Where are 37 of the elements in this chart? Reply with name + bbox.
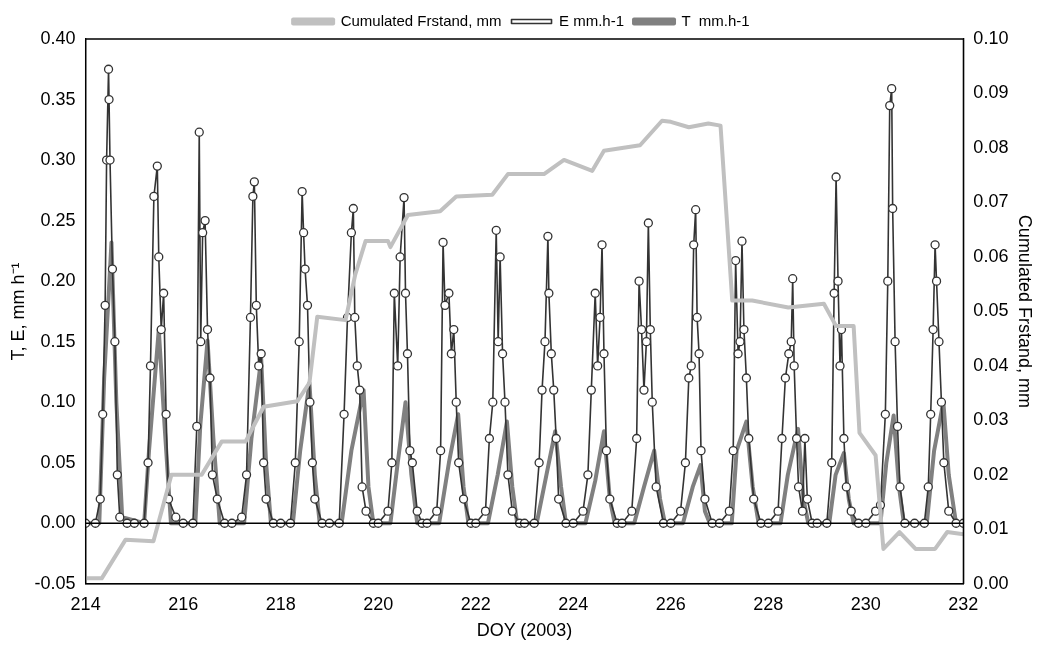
y-tick-label: 0.00 bbox=[40, 512, 76, 533]
y2-tick-label: 0.10 bbox=[973, 27, 1009, 48]
y2-tick-label: 0.06 bbox=[973, 245, 1009, 266]
y2-tick-label: 0.01 bbox=[973, 518, 1009, 539]
y-tick-label: 0.30 bbox=[40, 149, 76, 170]
y-tick-label: 0.15 bbox=[40, 330, 76, 351]
x-tick-label: 226 bbox=[655, 593, 686, 614]
x-tick-label: 232 bbox=[948, 593, 979, 614]
x-tick-label: 216 bbox=[168, 593, 199, 614]
y-tick-label: 0.20 bbox=[40, 270, 76, 291]
legend-label: E mm.h-1 bbox=[559, 11, 625, 29]
x-tick-label: 224 bbox=[558, 593, 589, 614]
y2-tick-label: 0.00 bbox=[973, 572, 1009, 593]
x-tick-label: 218 bbox=[265, 593, 296, 614]
y2-tick-label: 0.04 bbox=[973, 354, 1009, 375]
x-axis-title: DOY (2003) bbox=[476, 620, 573, 641]
y-axis-title: T, E, mm h⁻¹ bbox=[7, 262, 28, 361]
x-tick-label: 222 bbox=[460, 593, 491, 614]
x-tick-label: 228 bbox=[753, 593, 784, 614]
y2-tick-label: 0.08 bbox=[973, 136, 1009, 157]
y2-tick-label: 0.07 bbox=[973, 191, 1009, 212]
y-tick-label: 0.35 bbox=[40, 88, 76, 109]
x-tick-label: 220 bbox=[363, 593, 394, 614]
x-tick-label: 214 bbox=[70, 593, 101, 614]
legend-label: T mm.h-1 bbox=[681, 11, 750, 29]
y2-tick-label: 0.03 bbox=[973, 409, 1009, 430]
y-tick-label: 0.25 bbox=[40, 209, 76, 230]
y-tick-label: 0.05 bbox=[40, 451, 76, 472]
legend-label: Cumulated Frstand, mm bbox=[340, 11, 502, 29]
y-tick-label: 0.40 bbox=[40, 27, 76, 48]
y2-axis-title: Cumulated Frstand, mm bbox=[1015, 214, 1036, 408]
y2-tick-label: 0.05 bbox=[973, 300, 1009, 321]
y2-tick-label: 0.02 bbox=[973, 463, 1009, 484]
y2-tick-label: 0.09 bbox=[973, 82, 1009, 103]
x-tick-label: 230 bbox=[850, 593, 881, 614]
y-tick-label: -0.05 bbox=[34, 572, 76, 593]
y-tick-label: 0.10 bbox=[40, 391, 76, 412]
